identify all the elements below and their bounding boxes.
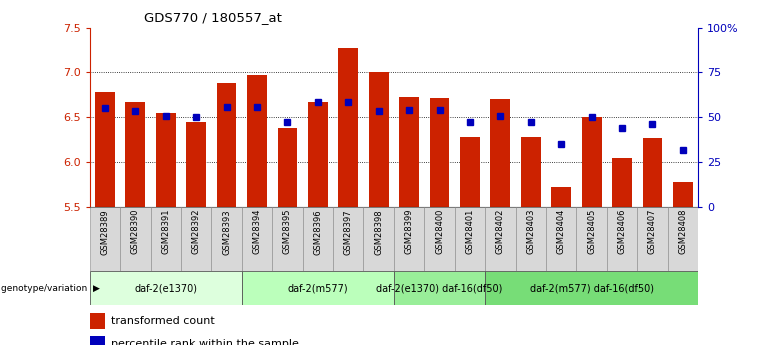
Bar (126, 102, 145, 207)
Bar (242, 207, 272, 271)
Text: GSM28390: GSM28390 (131, 209, 140, 254)
Text: genotype/variation  ▶: genotype/variation ▶ (1, 284, 100, 293)
Bar (90, 336, 105, 345)
Text: GSM28401: GSM28401 (466, 209, 474, 254)
Bar (582, 117, 601, 207)
Bar (369, 72, 388, 207)
Bar (460, 137, 480, 207)
Bar (607, 207, 637, 271)
Text: GSM28392: GSM28392 (192, 209, 200, 254)
Bar (363, 207, 394, 271)
Text: percentile rank within the sample: percentile rank within the sample (112, 339, 299, 345)
Bar (333, 207, 363, 271)
Text: GSM28399: GSM28399 (405, 209, 413, 254)
Bar (278, 128, 297, 207)
Bar (668, 207, 698, 271)
Text: GSM28397: GSM28397 (344, 209, 353, 255)
Bar (424, 207, 455, 271)
Bar (181, 207, 211, 271)
Bar (247, 75, 267, 207)
Bar (217, 83, 236, 207)
Bar (673, 182, 693, 207)
Bar (485, 207, 516, 271)
Text: GDS770 / 180557_at: GDS770 / 180557_at (144, 11, 282, 24)
Bar (186, 122, 206, 207)
Bar (120, 207, 151, 271)
Text: GSM28407: GSM28407 (648, 209, 657, 254)
Bar (90, 271, 242, 305)
Text: GSM28400: GSM28400 (435, 209, 444, 254)
Text: daf-2(e1370): daf-2(e1370) (134, 283, 197, 293)
Text: GSM28405: GSM28405 (587, 209, 596, 254)
Bar (339, 48, 358, 207)
Bar (242, 271, 394, 305)
Bar (272, 207, 303, 271)
Bar (546, 207, 576, 271)
Bar (211, 207, 242, 271)
Bar (90, 207, 120, 271)
Bar (612, 158, 632, 207)
Bar (637, 207, 668, 271)
Text: GSM28403: GSM28403 (526, 209, 535, 254)
Bar (95, 92, 115, 207)
Text: GSM28395: GSM28395 (283, 209, 292, 254)
Bar (151, 207, 181, 271)
Bar (308, 102, 328, 207)
Text: GSM28391: GSM28391 (161, 209, 170, 254)
Bar (551, 187, 571, 207)
Bar (485, 271, 698, 305)
Text: transformed count: transformed count (112, 316, 215, 326)
Bar (394, 207, 424, 271)
Bar (303, 207, 333, 271)
Text: GSM28404: GSM28404 (557, 209, 566, 254)
Bar (521, 137, 541, 207)
Text: daf-2(m577): daf-2(m577) (288, 283, 348, 293)
Bar (491, 99, 510, 207)
Text: GSM28398: GSM28398 (374, 209, 383, 255)
Bar (156, 113, 176, 207)
Text: GSM28406: GSM28406 (618, 209, 626, 254)
Text: GSM28389: GSM28389 (101, 209, 109, 255)
Text: daf-2(e1370) daf-16(df50): daf-2(e1370) daf-16(df50) (376, 283, 503, 293)
Bar (394, 271, 485, 305)
Bar (399, 97, 419, 207)
Text: GSM28396: GSM28396 (314, 209, 322, 255)
Bar (90, 313, 105, 329)
Bar (455, 207, 485, 271)
Bar (430, 98, 449, 207)
Text: GSM28408: GSM28408 (679, 209, 687, 254)
Text: GSM28394: GSM28394 (253, 209, 261, 254)
Bar (516, 207, 546, 271)
Bar (643, 138, 662, 207)
Bar (576, 207, 607, 271)
Text: GSM28402: GSM28402 (496, 209, 505, 254)
Text: daf-2(m577) daf-16(df50): daf-2(m577) daf-16(df50) (530, 283, 654, 293)
Text: GSM28393: GSM28393 (222, 209, 231, 255)
